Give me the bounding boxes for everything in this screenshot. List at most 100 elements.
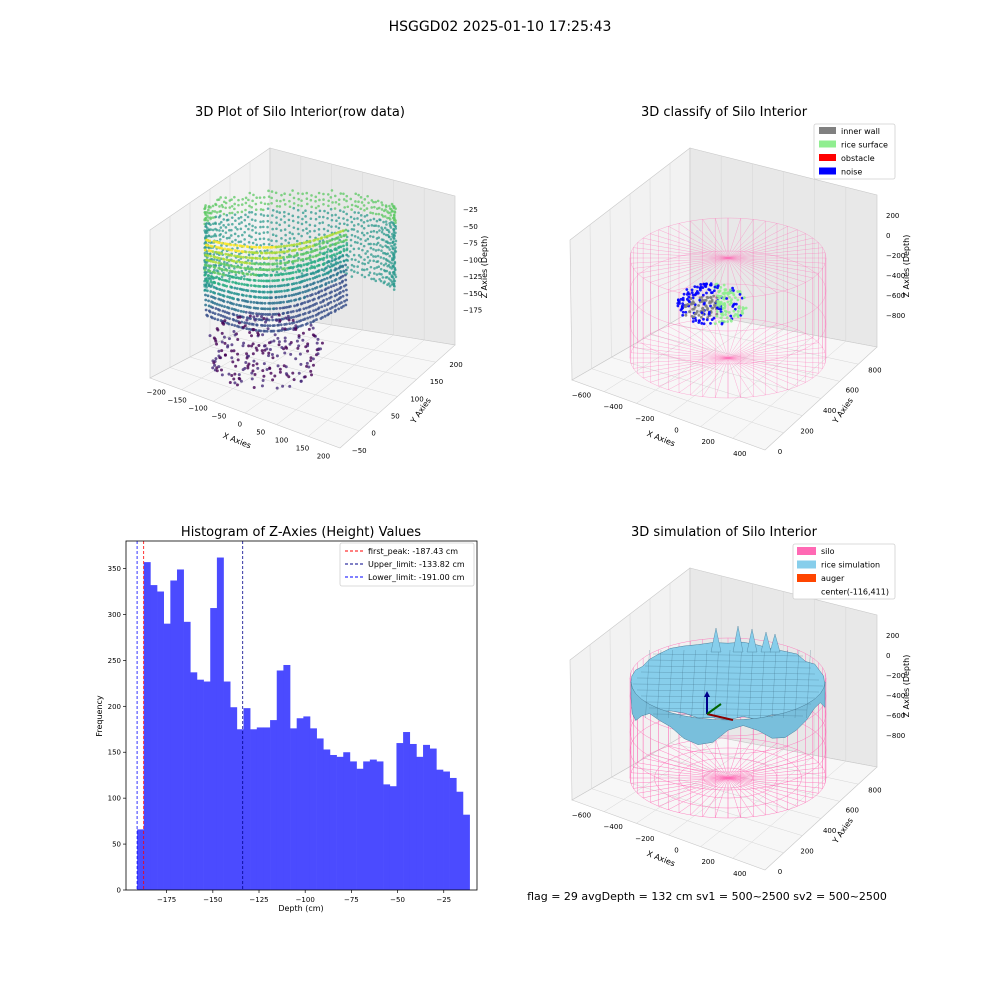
x-tick-label: 200	[317, 452, 330, 460]
classify-x-label: X Axies	[646, 429, 677, 448]
x-tick-label: −50	[390, 896, 405, 904]
histogram-bar	[170, 580, 178, 890]
z-tick-label: −200	[886, 672, 905, 680]
histogram-bar	[183, 621, 191, 890]
histogram-bar	[223, 681, 231, 890]
auger-x-axis	[706, 713, 734, 721]
y-tick-label: 100	[410, 395, 423, 403]
classify-z-label: Z Axies (Depth)	[902, 235, 911, 298]
mesh-line	[702, 649, 708, 719]
simulation-x-ticks: −600 −400 −200 0 200 400	[572, 812, 747, 878]
y-tick-label: 0	[778, 448, 782, 456]
raw-y-ticks: −50 0 50 100 150 200	[352, 361, 463, 455]
histogram-bar	[349, 761, 357, 890]
z-tick-label: −50	[463, 223, 478, 231]
histogram-bar	[137, 829, 145, 890]
y-tick-label: 0	[117, 887, 121, 895]
histogram-bar	[403, 732, 411, 890]
panel-raw-title: 3D Plot of Silo Interior(row data)	[195, 105, 405, 120]
histogram-bar	[436, 769, 444, 890]
x-tick-label: −150	[203, 896, 222, 904]
y-tick-label: 800	[868, 366, 881, 374]
y-tick-label: 200	[108, 703, 121, 711]
legend-label: silo	[821, 547, 835, 556]
z-tick-label: −175	[463, 306, 482, 314]
histogram-bar	[196, 679, 204, 890]
legend-label: center(-116,411)	[821, 588, 889, 597]
z-tick-label: 200	[886, 632, 899, 640]
raw-x-ticks: −200−150−100 −50 0 50 100 150 200	[147, 388, 330, 460]
histogram-bar	[250, 729, 258, 890]
panel-simulation-3d: 3D simulation of Silo Interior −600−400−…	[569, 525, 911, 878]
y-tick-label: 800	[868, 786, 881, 794]
x-tick-label: −100	[296, 896, 315, 904]
z-tick-label: 0	[886, 652, 890, 660]
mesh-line	[648, 659, 808, 663]
classify-y-ticks: 0 200 400 600 800	[778, 366, 882, 456]
mesh-line	[656, 649, 662, 719]
histogram-bar	[190, 672, 198, 890]
legend-label: noise	[841, 168, 862, 177]
histogram-bar	[157, 591, 164, 890]
histogram-bar	[216, 557, 224, 890]
x-tick-label: −125	[249, 896, 268, 904]
x-tick-label: 0	[238, 420, 242, 428]
histogram-bar	[329, 754, 337, 890]
z-tick-label: 0	[886, 232, 890, 240]
legend-label: rice surface	[841, 141, 888, 150]
x-tick-label: 100	[275, 436, 288, 444]
x-tick-label: −400	[604, 823, 623, 831]
y-tick-label: 200	[800, 847, 813, 855]
surface-peak	[769, 633, 781, 653]
histogram-bar	[369, 759, 377, 890]
y-tick-label: 400	[823, 827, 836, 835]
x-tick-label: 200	[701, 858, 714, 866]
histogram-bar	[210, 608, 218, 890]
y-tick-label: 0	[778, 868, 782, 876]
panel-simulation-title: 3D simulation of Silo Interior	[631, 525, 818, 540]
histogram-title: Histogram of Z-Axies (Height) Values	[181, 525, 421, 540]
x-tick-label: −100	[188, 404, 207, 412]
figure-suptitle: HSGGD02 2025-01-10 17:25:43	[389, 19, 612, 35]
legend-label: rice simulation	[821, 561, 880, 570]
surface-peak	[760, 631, 772, 653]
legend-swatch	[819, 154, 836, 161]
y-tick-label: 350	[108, 565, 121, 573]
z-tick-label: −150	[463, 290, 482, 298]
legend-label: auger	[821, 574, 845, 583]
histogram-bar	[176, 569, 184, 890]
y-tick-label: 0	[371, 430, 375, 438]
surface-peak	[732, 625, 744, 653]
z-tick-label: −400	[886, 272, 905, 280]
y-tick-label: 50	[112, 841, 121, 849]
x-tick-label: 0	[674, 427, 678, 435]
histogram-legend: first_peak: -187.43 cm Upper_limit: -133.…	[339, 542, 475, 587]
histogram-bar	[363, 761, 371, 890]
panel-classify-title: 3D classify of Silo Interior	[641, 105, 808, 120]
legend-swatch	[797, 547, 816, 555]
legend-swatch	[819, 127, 836, 134]
z-tick-label: −600	[886, 712, 905, 720]
histogram-bar	[270, 720, 278, 890]
histogram-bar	[383, 784, 391, 890]
legend-label: Upper_limit: -133.82 cm	[368, 560, 465, 569]
mesh-line	[760, 649, 765, 719]
histogram-bar	[163, 623, 171, 890]
z-tick-label: −800	[886, 732, 905, 740]
histogram-bar	[303, 716, 311, 890]
histogram-bar	[343, 752, 351, 890]
histogram-bar	[290, 728, 297, 890]
z-tick-label: −600	[886, 292, 905, 300]
histogram-bar	[230, 707, 238, 890]
histogram-frame	[125, 540, 478, 891]
histogram-bar	[396, 743, 404, 890]
raw-z-label: Z Axies (Depth)	[480, 236, 489, 299]
x-tick-label: −150	[168, 396, 187, 404]
raw-x-label: X Axies	[222, 431, 253, 450]
mesh-line	[644, 665, 812, 669]
mesh-line	[691, 649, 696, 719]
legend-swatch	[797, 574, 816, 582]
raw-z-ticks: −25 −50 −75 −100 −125 −150 −175	[463, 206, 482, 314]
mesh-line	[636, 689, 820, 693]
